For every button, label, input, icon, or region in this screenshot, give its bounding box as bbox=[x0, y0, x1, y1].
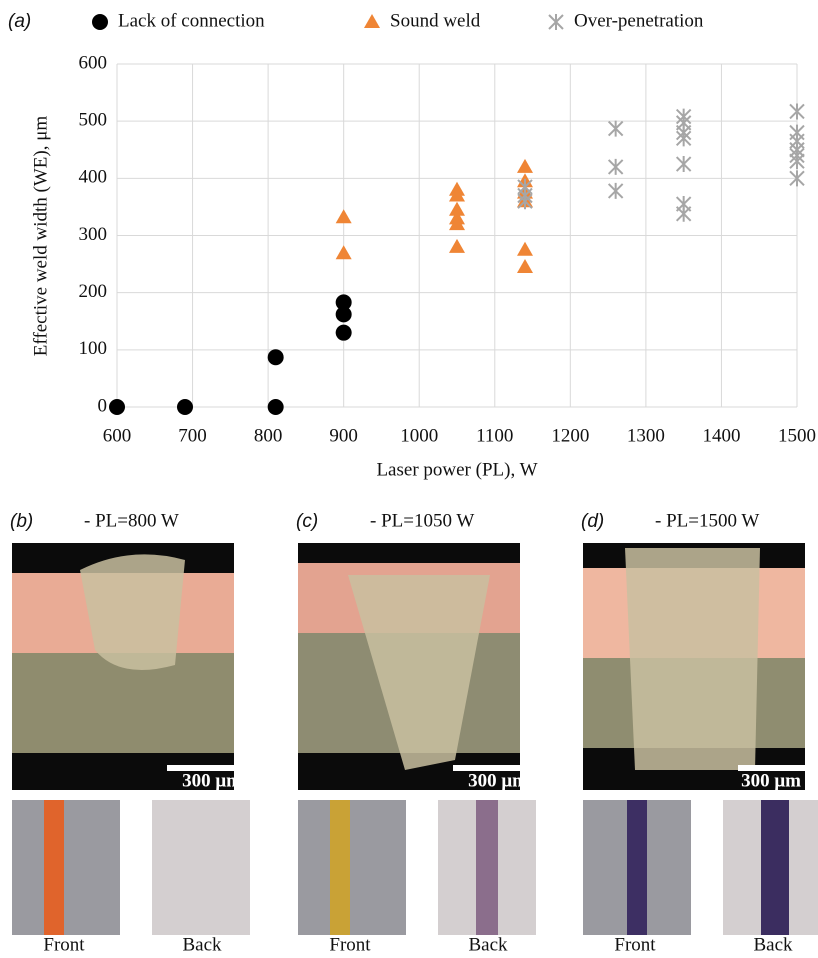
y-tick-label: 500 bbox=[79, 110, 108, 131]
weld-zone bbox=[348, 575, 490, 770]
weld-zone bbox=[80, 554, 185, 670]
point bbox=[607, 158, 624, 175]
point bbox=[675, 205, 692, 222]
front-weld-line bbox=[330, 800, 350, 935]
scale-bar bbox=[738, 765, 814, 771]
point bbox=[449, 201, 465, 216]
scale-bar-label: 300 μm bbox=[468, 770, 528, 791]
y-tick-label: 400 bbox=[79, 167, 108, 188]
front-photo bbox=[12, 800, 120, 935]
point bbox=[449, 187, 465, 202]
point bbox=[267, 349, 284, 366]
scale-bar bbox=[453, 765, 549, 771]
panel-label: (b) bbox=[10, 511, 33, 532]
point bbox=[267, 399, 284, 415]
point bbox=[177, 399, 193, 415]
scale-bar-label: 300 μm bbox=[741, 770, 801, 791]
micrograph-layer bbox=[298, 543, 520, 563]
x-axis-label: Laser power (PL), W bbox=[376, 459, 537, 480]
panel-title: - PL=800 W bbox=[84, 510, 179, 531]
x-tick-label: 1100 bbox=[476, 425, 513, 446]
point bbox=[675, 130, 692, 147]
micrograph-layer bbox=[12, 753, 234, 790]
photo-label: Back bbox=[753, 934, 793, 955]
point bbox=[517, 158, 533, 173]
point bbox=[109, 399, 125, 415]
photo-label: Front bbox=[43, 934, 85, 955]
x-tick-label: 1300 bbox=[627, 425, 665, 446]
x-tick-label: 700 bbox=[178, 425, 207, 446]
point bbox=[335, 294, 352, 311]
point bbox=[335, 245, 352, 260]
point bbox=[789, 103, 805, 120]
back-weld-line bbox=[476, 800, 498, 935]
y-tick-label: 0 bbox=[98, 395, 108, 416]
legend-label: Sound weld bbox=[390, 10, 481, 31]
legend-symbol bbox=[92, 14, 108, 30]
point bbox=[675, 156, 692, 173]
panel-label: (a) bbox=[8, 11, 31, 32]
legend-symbol bbox=[364, 14, 380, 28]
x-tick-label: 1200 bbox=[551, 425, 589, 446]
point bbox=[607, 182, 624, 199]
back-weld-line bbox=[761, 800, 789, 935]
photo-label: Back bbox=[182, 934, 222, 955]
photo-label: Front bbox=[614, 934, 656, 955]
front-weld-line bbox=[627, 800, 647, 935]
front-photo bbox=[298, 800, 406, 935]
panel-title: - PL=1050 W bbox=[370, 510, 474, 531]
front-weld-line bbox=[44, 800, 64, 935]
x-tick-label: 600 bbox=[103, 425, 132, 446]
back-photo bbox=[152, 800, 250, 935]
point bbox=[517, 241, 533, 256]
x-tick-label: 1500 bbox=[778, 425, 816, 446]
point bbox=[517, 193, 533, 210]
point bbox=[449, 216, 465, 231]
y-tick-label: 100 bbox=[79, 338, 108, 359]
point bbox=[335, 209, 352, 224]
y-axis-label: Effective weld width (WE), μm bbox=[30, 116, 51, 357]
micrograph-layer bbox=[12, 653, 234, 753]
point bbox=[335, 306, 352, 323]
point bbox=[789, 153, 805, 170]
photo-label: Front bbox=[329, 934, 371, 955]
legend-symbol bbox=[548, 14, 564, 30]
point bbox=[335, 324, 352, 341]
x-tick-label: 900 bbox=[329, 425, 358, 446]
y-tick-label: 200 bbox=[79, 281, 108, 302]
weld-zone bbox=[625, 548, 760, 770]
point bbox=[517, 258, 533, 273]
point bbox=[789, 170, 805, 187]
point bbox=[607, 120, 624, 137]
scale-bar bbox=[167, 765, 263, 771]
y-tick-label: 300 bbox=[79, 224, 108, 245]
panel-title: - PL=1500 W bbox=[655, 510, 759, 531]
photo-label: Back bbox=[468, 934, 508, 955]
x-tick-label: 1400 bbox=[702, 425, 740, 446]
legend-label: Lack of connection bbox=[118, 10, 265, 31]
x-tick-label: 800 bbox=[254, 425, 283, 446]
x-tick-label: 1000 bbox=[400, 425, 438, 446]
point bbox=[449, 238, 465, 253]
scale-bar-label: 300 μm bbox=[182, 770, 242, 791]
y-tick-label: 600 bbox=[79, 52, 108, 73]
panel-label: (c) bbox=[296, 511, 318, 532]
panel-label: (d) bbox=[581, 511, 604, 532]
legend-label: Over-penetration bbox=[574, 10, 704, 31]
